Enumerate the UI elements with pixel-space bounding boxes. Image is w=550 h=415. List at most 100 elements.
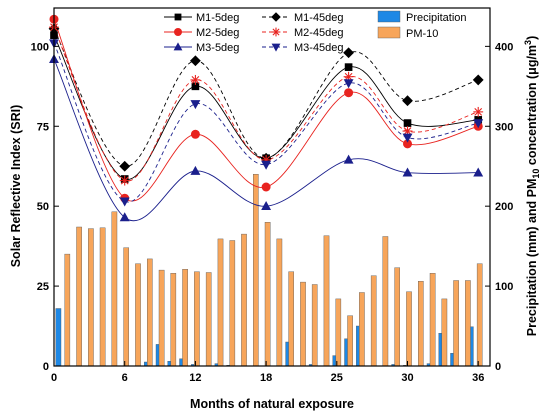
legend-label-precipitation: Precipitation <box>406 12 467 24</box>
line-m2-45deg <box>53 27 479 182</box>
legend-label-pm-10: PM-10 <box>406 28 438 40</box>
point-m1-5deg-4 <box>344 63 353 71</box>
y-axis-title-right-sup: 3 <box>523 40 533 45</box>
line-m1-45deg <box>53 28 479 167</box>
point-m3-45deg-6 <box>473 119 484 129</box>
y-right-tick-label-1: 100 <box>495 281 513 293</box>
ticks-layer: 0 6 12 18 25 30 36 0 25 50 75 100 0 100 200 300 400 <box>31 41 514 384</box>
point-m2-45deg-5-stroke-3 <box>403 127 412 135</box>
point-m2-5deg-3 <box>261 182 271 192</box>
bar-pm-10-9 <box>170 273 177 367</box>
bar-pm-10-23 <box>335 298 342 367</box>
point-m1-45deg-5 <box>402 95 413 107</box>
bar-pm-10-15 <box>241 233 247 367</box>
point-m2-45deg-1-stroke-3 <box>120 176 129 185</box>
point-m2-45deg-4-stroke-3 <box>344 72 353 81</box>
bar-pm-10-19 <box>288 271 295 367</box>
x-tick-label-4: 25 <box>331 372 343 384</box>
y-right-tick-label-4: 400 <box>495 41 513 53</box>
legend-label-m3-5deg: M3-5deg <box>196 42 239 54</box>
bar-pm-10-2 <box>88 228 94 367</box>
bar-pm-10-22 <box>323 235 330 367</box>
point-m2-45deg-2-stroke-3 <box>191 76 200 84</box>
y-axis-title-left: Solar Reflective Index (SRI) <box>9 105 23 268</box>
bar-pm-10-32 <box>441 298 448 367</box>
legend-label-m3-45deg: M3-45deg <box>294 42 344 54</box>
y-left-tick-label-1: 25 <box>37 281 49 293</box>
line-m2-5deg <box>53 19 479 202</box>
y-right-tick-label-3: 300 <box>495 121 513 133</box>
line-m3-5deg <box>53 58 479 222</box>
x-tick-label-6: 36 <box>472 372 484 384</box>
point-m1-45deg-1 <box>119 160 131 172</box>
bar-pm-10-3 <box>99 227 106 367</box>
bar-pm-10-33 <box>453 280 459 367</box>
bar-pm-10-8 <box>158 269 165 367</box>
bar-pm-10-6 <box>135 263 141 367</box>
point-m3-45deg-3 <box>261 160 272 170</box>
point-m2-5deg-5 <box>403 139 413 149</box>
legend-swatch-marker-m1-45deg <box>271 12 281 22</box>
bar-pm-10-0 <box>64 253 71 367</box>
y-right-tick-label-0: 0 <box>495 361 501 373</box>
point-m2-45deg-1 <box>119 175 130 186</box>
bar-pm-10-35 <box>476 263 483 367</box>
bar-pm-10-24 <box>347 315 353 367</box>
bar-pm-10-16 <box>252 173 259 367</box>
bar-pm-10-26 <box>370 275 377 367</box>
y-axis-title-right-main: Precipitation (mm) and PM <box>525 179 539 337</box>
bar-pm-10-10 <box>182 269 188 367</box>
point-m3-45deg-2 <box>190 100 201 110</box>
legend-swatch-bar-pm-10 <box>377 26 401 39</box>
y-axis-title-right-end: ) <box>525 36 539 40</box>
y-left-tick-label-3: 75 <box>37 121 49 133</box>
point-m1-5deg-2 <box>191 82 200 91</box>
x-tick-label-0: 0 <box>51 372 57 384</box>
bar-pm-10-27 <box>382 236 389 367</box>
point-m1-5deg-5 <box>403 119 412 127</box>
legend-swatch-marker-m1-5deg <box>174 13 182 21</box>
bar-pm-10-31 <box>429 273 436 367</box>
bar-pm-10-21 <box>311 284 318 367</box>
point-m3-5deg-5 <box>402 167 413 177</box>
y-right-tick-label-2: 200 <box>495 201 513 213</box>
legend-label-m1-5deg: M1-5deg <box>196 12 239 24</box>
bar-pm-10-1 <box>76 226 82 367</box>
bar-precipitation-0 <box>55 308 62 367</box>
bar-pm-10-11 <box>194 271 200 367</box>
point-m3-5deg-2 <box>190 165 201 175</box>
bar-pm-10-29 <box>406 291 412 367</box>
bar-pm-10-28 <box>394 267 401 367</box>
legend-swatch-marker-m2-5deg <box>174 28 182 36</box>
plot-frame <box>53 7 491 367</box>
bar-pm-10-4 <box>111 211 118 367</box>
bar-pm-10-14 <box>229 240 236 367</box>
point-m1-45deg-2 <box>190 55 201 67</box>
point-m3-5deg-4 <box>343 154 354 164</box>
legend-swatch-bar-precipitation <box>377 10 401 23</box>
point-m1-45deg-4 <box>343 47 354 59</box>
point-m3-5deg-6 <box>473 167 484 177</box>
legend-label-m1-45deg: M1-45deg <box>294 12 344 24</box>
legend-swatch-marker-m3-5deg <box>173 42 183 51</box>
bar-pm-10-13 <box>217 238 224 367</box>
y-left-tick-label-0: 0 <box>43 361 49 373</box>
point-m3-45deg-4 <box>343 79 354 89</box>
bar-pm-10-20 <box>300 281 306 367</box>
point-m3-5deg-3 <box>261 201 272 211</box>
x-tick-label-1: 6 <box>122 372 128 384</box>
x-tick-label-3: 18 <box>260 372 272 384</box>
y-left-tick-label-4: 100 <box>31 41 49 53</box>
point-m3-45deg-1 <box>119 197 130 207</box>
point-m2-5deg-4 <box>344 88 354 98</box>
line-m3-45deg <box>53 43 479 203</box>
point-m2-45deg-2 <box>190 74 201 85</box>
bar-pm-10-5 <box>123 247 129 367</box>
y-axis-title-right-sub: 10 <box>531 169 541 179</box>
markers-layer <box>48 14 484 222</box>
legend: M1-5deg M1-45deg M2-5deg M2-45deg M3-5deg M3-… <box>164 10 467 54</box>
bar-pm-10-17 <box>264 221 271 367</box>
y-axis-title-right: Precipitation (mm) and PM10 concentratio… <box>523 36 541 337</box>
x-axis-title: Months of natural exposure <box>190 397 354 411</box>
legend-swatch-marker-m2-45deg <box>271 27 281 37</box>
